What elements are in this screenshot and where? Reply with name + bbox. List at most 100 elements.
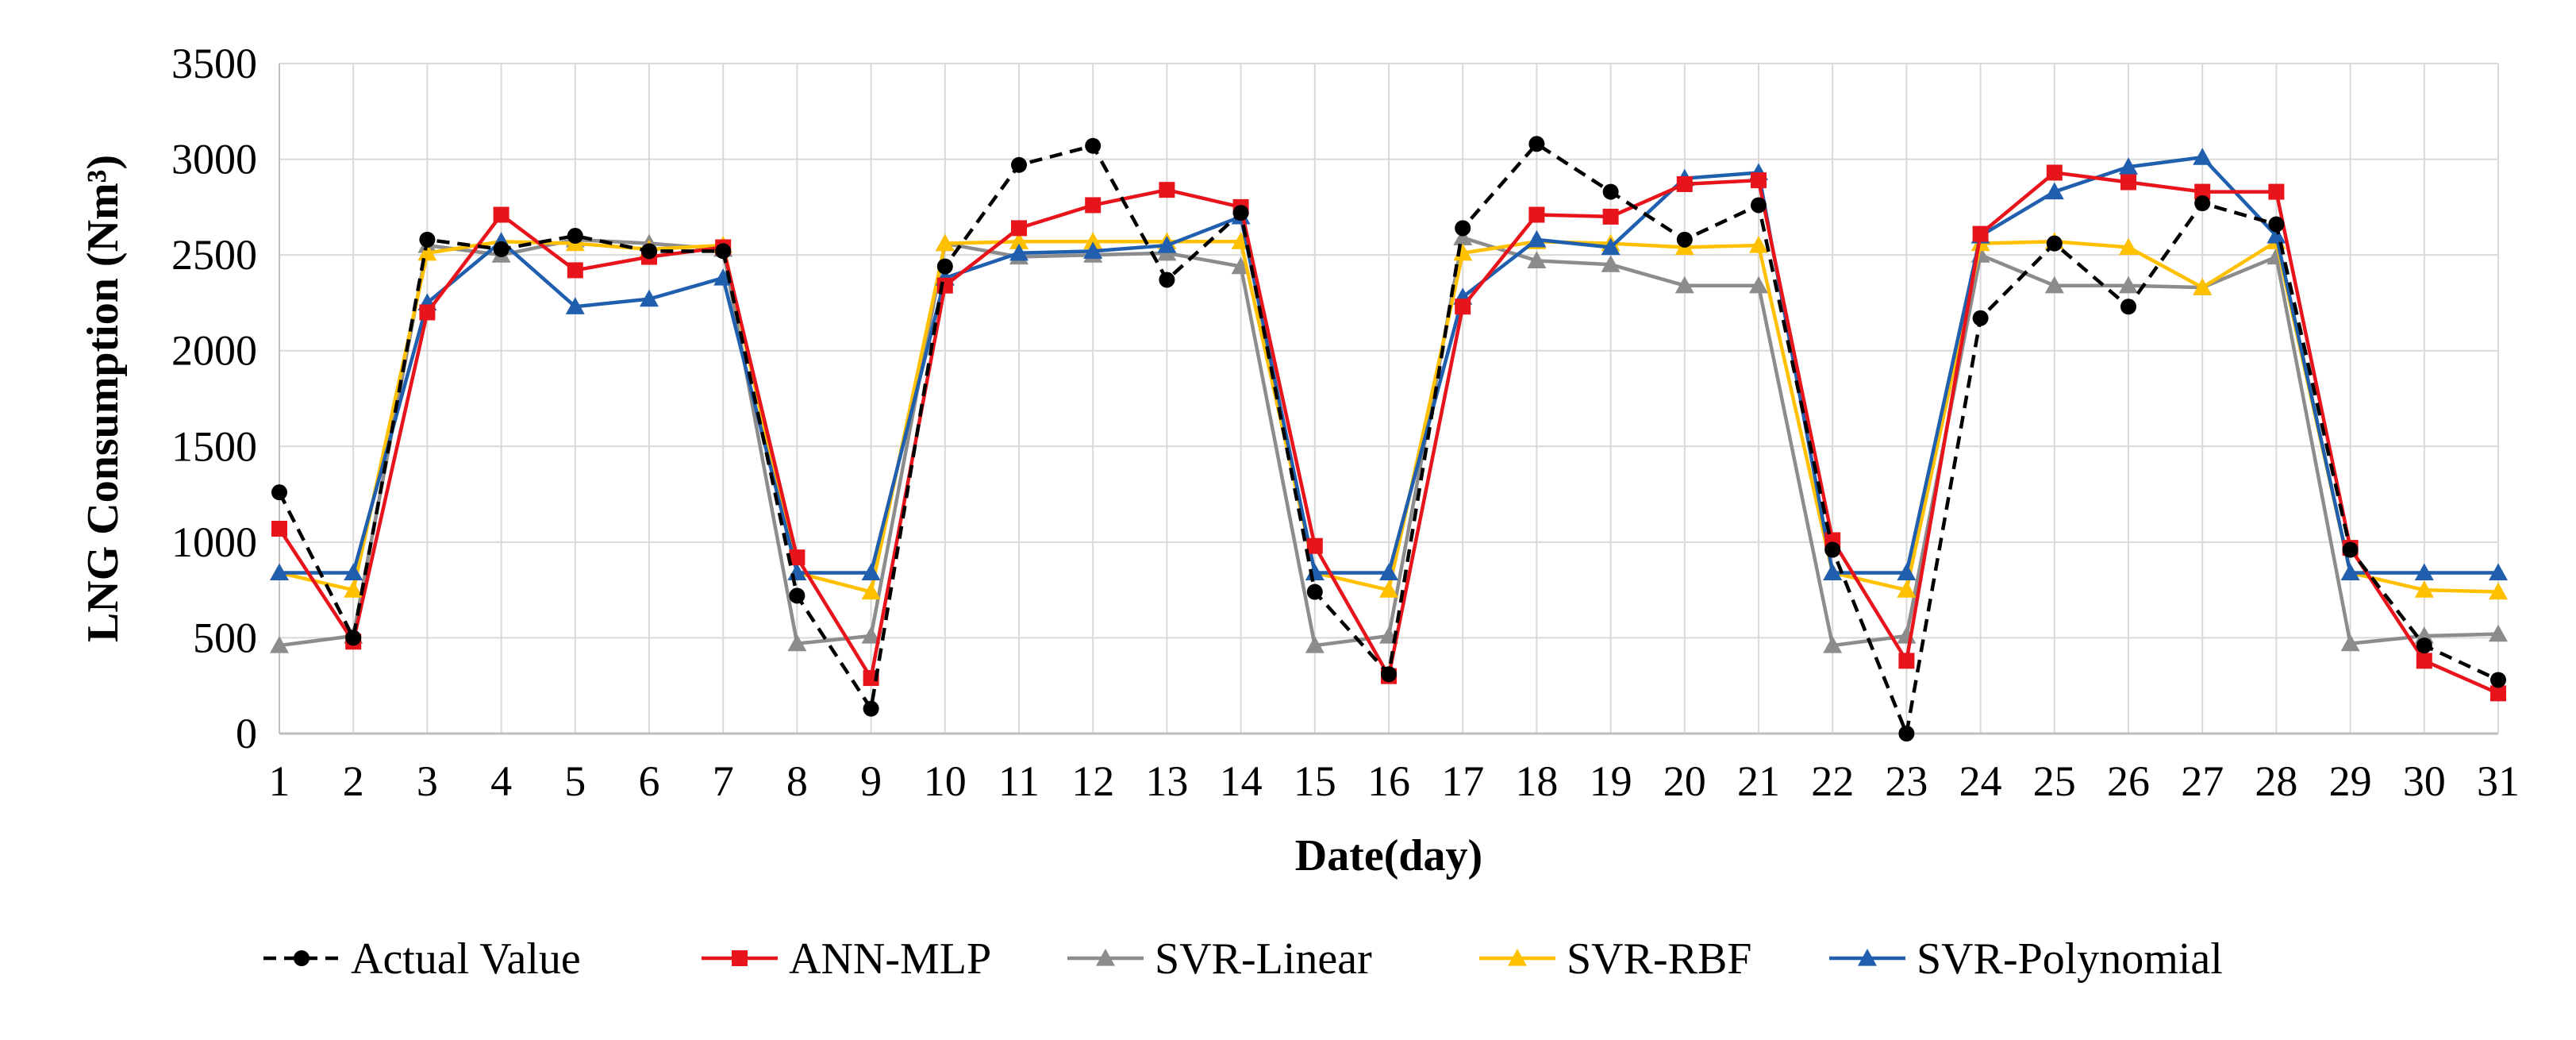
x-tick-label: 7 (713, 757, 734, 805)
data-point-actual-value (345, 630, 362, 646)
data-point-actual-value (1306, 584, 1323, 600)
legend-swatch-marker (732, 950, 748, 966)
y-tick-label: 500 (193, 614, 257, 661)
x-tick-label: 13 (1145, 757, 1188, 805)
x-tick-label: 9 (860, 757, 882, 805)
legend-item-ann-mlp: ANN-MLP (702, 934, 991, 984)
data-point-svr-polynomial (565, 297, 585, 314)
x-tick-label: 20 (1663, 757, 1706, 805)
data-point-actual-value (493, 241, 509, 257)
data-point-svr-polynomial (1601, 237, 1621, 256)
data-point-svr-linear (270, 636, 289, 653)
legend-swatch-marker (294, 950, 310, 966)
data-point-actual-value (1159, 272, 1175, 288)
data-point-svr-polynomial (2489, 563, 2508, 581)
legend-item-svr-polynomial: SVR-Polynomial (1829, 934, 2223, 984)
data-point-svr-rbf (1749, 236, 1768, 253)
data-point-ann-mlp (1455, 299, 1471, 315)
data-point-actual-value (1528, 136, 1545, 152)
series-lines (270, 136, 2508, 741)
data-point-svr-polynomial (344, 563, 363, 581)
data-point-ann-mlp (2120, 174, 2136, 191)
data-point-actual-value (715, 243, 732, 260)
data-point-ann-mlp (2490, 685, 2506, 702)
data-point-actual-value (1455, 220, 1471, 237)
data-point-actual-value (2194, 195, 2211, 212)
x-tick-label: 28 (2255, 757, 2297, 805)
data-point-svr-linear (787, 634, 807, 652)
data-point-ann-mlp (863, 670, 879, 687)
data-point-ann-mlp (1972, 225, 1989, 242)
data-point-svr-linear (2340, 634, 2360, 652)
legend-swatch-marker (1858, 949, 1877, 966)
data-point-actual-value (271, 484, 287, 501)
data-point-actual-value (2416, 637, 2432, 654)
x-tick-label: 22 (1811, 757, 1854, 805)
y-tick-label: 1000 (171, 518, 257, 566)
data-point-svr-linear (2119, 275, 2138, 294)
data-point-actual-value (1824, 541, 1841, 558)
y-tick-label: 2500 (171, 231, 257, 279)
data-point-ann-mlp (2416, 653, 2432, 669)
data-point-svr-polynomial (2193, 148, 2213, 165)
data-point-svr-rbf (2489, 582, 2508, 600)
y-tick-label: 2000 (171, 327, 257, 375)
x-tick-label: 29 (2329, 757, 2372, 805)
data-point-svr-linear (1453, 228, 1473, 246)
data-point-svr-polynomial (1009, 243, 1028, 261)
data-point-svr-rbf (935, 233, 955, 252)
data-point-actual-value (1232, 205, 1249, 221)
legend-swatch-marker (1096, 949, 1115, 966)
data-point-svr-polynomial (1157, 236, 1177, 253)
data-point-svr-linear (1674, 275, 1694, 294)
data-point-ann-mlp (493, 206, 509, 223)
data-point-svr-linear (1305, 636, 1325, 653)
data-point-ann-mlp (1676, 175, 1693, 192)
data-point-svr-linear (861, 626, 881, 644)
data-point-ann-mlp (1159, 182, 1175, 198)
data-point-svr-rbf (417, 243, 437, 261)
data-point-svr-rbf (2193, 278, 2213, 295)
data-point-ann-mlp (419, 304, 436, 321)
data-point-svr-rbf (861, 582, 881, 600)
data-point-svr-rbf (1083, 232, 1103, 249)
data-point-actual-value (2120, 299, 2136, 315)
data-point-svr-rbf (344, 580, 363, 598)
data-point-actual-value (1751, 197, 1767, 214)
data-point-svr-polynomial (2119, 157, 2138, 175)
y-tick-label: 3500 (171, 40, 257, 87)
data-point-actual-value (1972, 310, 1989, 326)
data-point-ann-mlp (271, 520, 287, 537)
data-point-ann-mlp (789, 549, 805, 566)
data-point-ann-mlp (2046, 164, 2063, 181)
data-point-ann-mlp (1898, 653, 1915, 669)
data-point-actual-value (419, 231, 436, 248)
data-point-svr-polynomial (2414, 563, 2434, 581)
data-point-svr-linear (1527, 251, 1547, 268)
data-point-actual-value (2268, 216, 2285, 233)
data-point-actual-value (1602, 183, 1619, 200)
legend-swatch-marker (1508, 949, 1527, 966)
x-tick-label: 16 (1367, 757, 1410, 805)
legend-item-actual-value: Actual Value (263, 934, 581, 984)
data-point-actual-value (1085, 137, 1102, 154)
x-tick-label: 1 (269, 757, 290, 805)
x-tick-label: 24 (1959, 757, 2002, 805)
legend-label: ANN-MLP (789, 934, 991, 984)
data-point-ann-mlp (1085, 197, 1102, 214)
x-tick-label: 3 (417, 757, 438, 805)
x-tick-label: 26 (2107, 757, 2150, 805)
data-point-svr-linear (1749, 275, 1768, 294)
series-actual-value (271, 136, 2506, 741)
axes (279, 64, 2498, 735)
y-axis-title: LNG Consumption (Nm³) (79, 155, 128, 642)
data-point-ann-mlp (1011, 220, 1027, 237)
data-point-actual-value (2490, 672, 2506, 688)
x-tick-label: 17 (1441, 757, 1484, 805)
x-tick-label: 2 (343, 757, 364, 805)
data-point-actual-value (2046, 235, 2063, 252)
data-point-svr-polynomial (1083, 241, 1103, 259)
